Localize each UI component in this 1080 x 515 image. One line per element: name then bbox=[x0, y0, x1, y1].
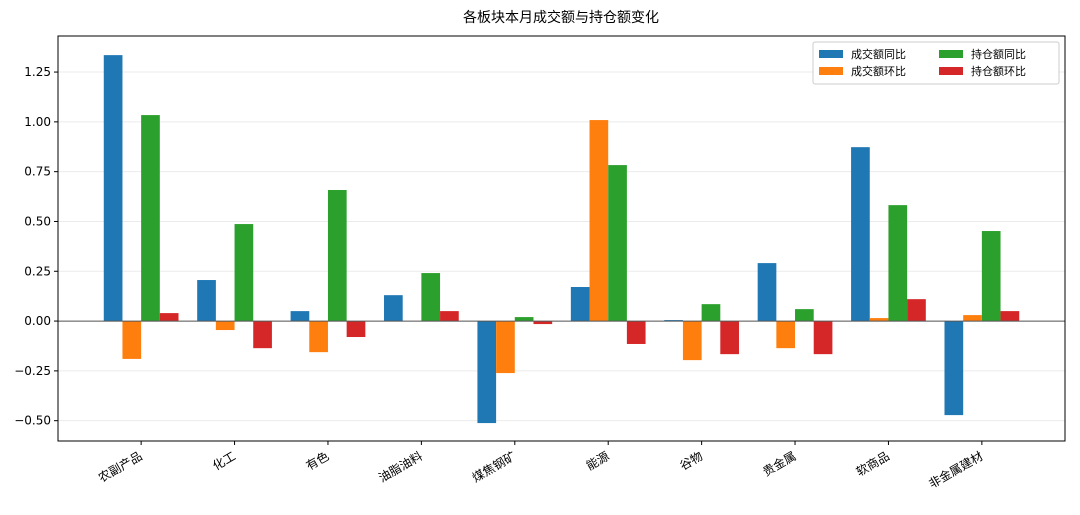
bar bbox=[328, 190, 347, 321]
bar bbox=[309, 321, 328, 352]
bar bbox=[122, 321, 141, 359]
bar bbox=[907, 299, 926, 321]
legend-label: 持仓额环比 bbox=[971, 64, 1026, 78]
bar bbox=[944, 321, 963, 415]
bar bbox=[347, 321, 366, 337]
bar bbox=[608, 165, 627, 321]
bar bbox=[888, 205, 907, 321]
bar bbox=[627, 321, 646, 344]
legend-swatch bbox=[819, 67, 843, 75]
bar bbox=[814, 321, 833, 354]
y-tick-label: 0.25 bbox=[24, 264, 51, 278]
bar bbox=[776, 321, 795, 348]
bar bbox=[141, 115, 160, 321]
chart-title: 各板块本月成交额与持仓额变化 bbox=[463, 9, 659, 26]
y-tick-label: 0.00 bbox=[24, 314, 51, 328]
bar bbox=[515, 317, 534, 321]
bar bbox=[421, 273, 440, 321]
bar bbox=[477, 321, 496, 423]
legend-swatch bbox=[819, 50, 843, 58]
bar bbox=[496, 321, 515, 373]
bar bbox=[104, 55, 123, 321]
y-tick-label: 0.75 bbox=[24, 165, 51, 179]
bar bbox=[1001, 311, 1020, 321]
legend-swatch bbox=[939, 67, 963, 75]
bar bbox=[197, 280, 216, 321]
bar bbox=[982, 231, 1001, 321]
bar bbox=[384, 295, 403, 321]
bar bbox=[683, 321, 702, 360]
bar bbox=[851, 147, 870, 321]
bar bbox=[758, 263, 777, 321]
legend-label: 成交额同比 bbox=[851, 47, 906, 61]
y-tick-label: 1.00 bbox=[24, 115, 51, 129]
legend-label: 成交额环比 bbox=[851, 64, 906, 78]
bar bbox=[291, 311, 310, 321]
bar bbox=[795, 309, 814, 321]
bar bbox=[160, 313, 179, 321]
y-tick-label: 1.25 bbox=[24, 65, 51, 79]
bar bbox=[590, 120, 609, 321]
y-tick-label: 0.50 bbox=[24, 214, 51, 228]
y-tick-label: −0.25 bbox=[14, 364, 51, 378]
bar bbox=[571, 287, 590, 321]
bar bbox=[963, 315, 982, 321]
bar bbox=[440, 311, 459, 321]
bar bbox=[253, 321, 272, 348]
legend-swatch bbox=[939, 50, 963, 58]
legend-label: 持仓额同比 bbox=[971, 47, 1026, 61]
y-tick-label: −0.50 bbox=[14, 414, 51, 428]
bar bbox=[702, 304, 721, 321]
bar bbox=[720, 321, 739, 354]
bar bbox=[216, 321, 235, 330]
bar bbox=[235, 224, 254, 321]
